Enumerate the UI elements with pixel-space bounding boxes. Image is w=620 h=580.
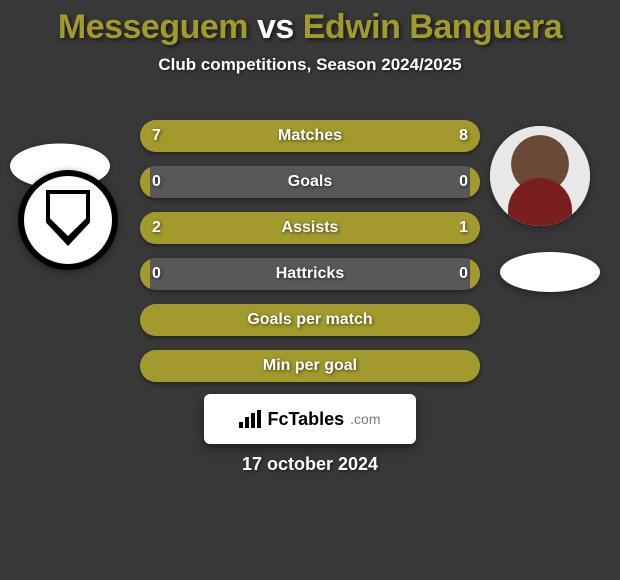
vs-word: vs — [257, 8, 294, 46]
brand-suffix: .com — [350, 411, 380, 427]
stat-label: Matches — [278, 127, 342, 145]
stat-value-left: 2 — [152, 219, 161, 237]
date-text: 17 october 2024 — [0, 454, 620, 475]
brand-link[interactable]: FcTables .com — [204, 394, 416, 444]
stat-value-right: 0 — [459, 265, 468, 283]
stat-value-left: 0 — [152, 265, 161, 283]
player-right-name: Edwin Banguera — [303, 8, 562, 46]
stat-bar-right — [470, 166, 480, 198]
stat-label: Goals — [288, 173, 332, 191]
stats-list: 7 8 Matches 0 0 Goals 2 1 Assists 0 0 Hattricks Goal… — [140, 120, 480, 396]
stat-value-right: 1 — [459, 219, 468, 237]
stat-value-left: 7 — [152, 127, 161, 145]
club-badge-left — [18, 170, 118, 270]
avatar-face-icon — [490, 126, 590, 226]
stat-bar-left — [140, 120, 300, 152]
stat-label: Hattricks — [276, 265, 344, 283]
stat-value-right: 8 — [459, 127, 468, 145]
stat-row: 0 0 Hattricks — [140, 258, 480, 290]
player-right-avatar — [490, 126, 590, 226]
stat-bar-right — [470, 258, 480, 290]
stat-value-left: 0 — [152, 173, 161, 191]
comparison-card: Messeguem vs Edwin Banguera Club competi… — [0, 0, 620, 580]
stat-label: Assists — [282, 219, 339, 237]
stat-row: Goals per match — [140, 304, 480, 336]
stat-label: Goals per match — [247, 311, 372, 329]
stat-row: Min per goal — [140, 350, 480, 382]
stat-bar-left — [140, 258, 150, 290]
player-left-name: Messeguem — [58, 8, 248, 46]
bar-chart-icon — [239, 410, 261, 428]
stat-value-right: 0 — [459, 173, 468, 191]
stat-row: 7 8 Matches — [140, 120, 480, 152]
stat-label: Min per goal — [263, 357, 357, 375]
stat-bar-left — [140, 166, 150, 198]
brand-name: FcTables — [267, 409, 344, 430]
stat-row: 2 1 Assists — [140, 212, 480, 244]
subtitle: Club competitions, Season 2024/2025 — [0, 55, 620, 75]
page-title: Messeguem vs Edwin Banguera — [0, 0, 620, 47]
club-badge-right-placeholder — [500, 252, 600, 292]
stat-row: 0 0 Goals — [140, 166, 480, 198]
